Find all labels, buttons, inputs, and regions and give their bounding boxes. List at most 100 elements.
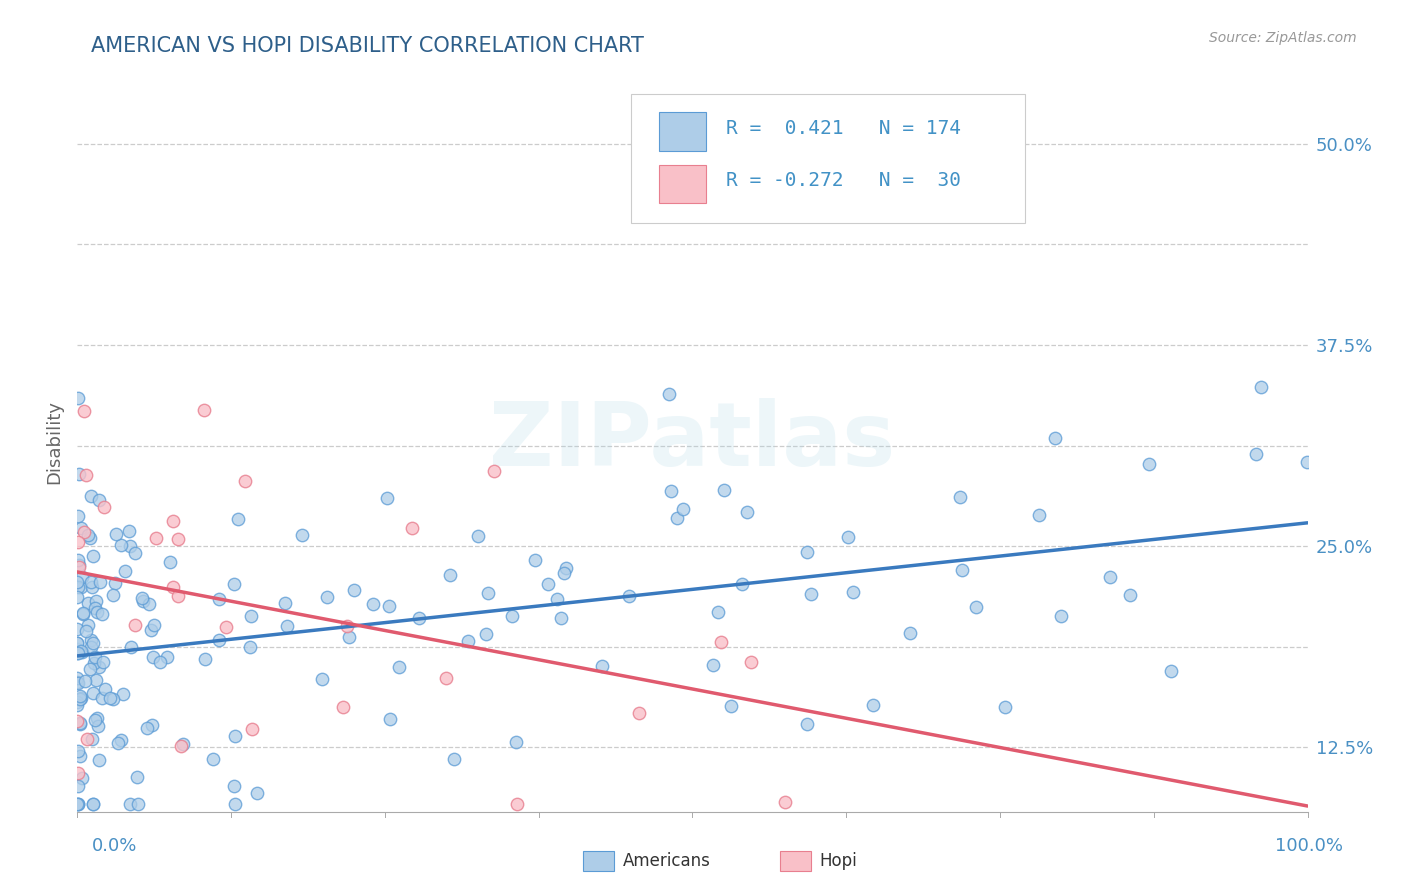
- Point: [82, 686, 104, 700]
- Point: [80, 732, 103, 747]
- Point: [69, 689, 91, 703]
- Point: [208, 592, 231, 607]
- Point: [201, 752, 224, 766]
- Point: [87, 492, 110, 507]
- Point: [291, 528, 314, 542]
- Point: [239, 640, 262, 655]
- Point: [842, 584, 865, 599]
- Point: [222, 779, 245, 793]
- Text: 0.0%: 0.0%: [91, 837, 136, 855]
- Point: [66, 671, 89, 685]
- Point: [443, 751, 465, 765]
- Point: [72, 607, 94, 621]
- Point: [79, 662, 101, 676]
- Point: [82, 580, 104, 594]
- Point: [98, 691, 121, 706]
- Text: ZIPatlas: ZIPatlas: [489, 398, 896, 485]
- Point: [537, 577, 560, 591]
- Point: [70, 521, 93, 535]
- Point: [66, 580, 89, 594]
- Point: [224, 729, 246, 743]
- Text: Americans: Americans: [623, 852, 711, 870]
- Point: [710, 635, 733, 649]
- Point: [70, 772, 93, 786]
- Point: [84, 600, 107, 615]
- Point: [862, 698, 884, 713]
- Point: [66, 636, 89, 650]
- Point: [546, 591, 568, 606]
- Point: [82, 549, 104, 563]
- Point: [66, 714, 89, 728]
- Point: [80, 640, 103, 655]
- Point: [207, 633, 229, 648]
- Point: [720, 698, 742, 713]
- Point: [194, 652, 217, 666]
- Point: [69, 715, 91, 730]
- Point: [796, 544, 818, 558]
- Point: [120, 540, 142, 554]
- Point: [66, 642, 89, 657]
- Point: [66, 590, 89, 604]
- Point: [617, 589, 640, 603]
- Point: [332, 700, 354, 714]
- Point: [70, 645, 93, 659]
- Text: 100.0%: 100.0%: [1275, 837, 1343, 855]
- Point: [82, 797, 104, 811]
- Point: [120, 640, 142, 654]
- Point: [66, 574, 89, 589]
- Point: [125, 771, 148, 785]
- Point: [66, 647, 89, 661]
- Point: [550, 611, 572, 625]
- Point: [1160, 664, 1182, 678]
- Point: [69, 748, 91, 763]
- Point: [224, 797, 246, 811]
- Point: [66, 797, 89, 811]
- FancyBboxPatch shape: [631, 94, 1025, 223]
- Text: Hopi: Hopi: [820, 852, 858, 870]
- Point: [72, 607, 94, 621]
- Point: [118, 524, 141, 538]
- Point: [553, 566, 575, 580]
- Point: [66, 509, 89, 524]
- Point: [731, 576, 754, 591]
- Point: [246, 786, 269, 800]
- Point: [159, 555, 181, 569]
- Point: [149, 655, 172, 669]
- Point: [388, 660, 411, 674]
- Point: [627, 706, 650, 720]
- Point: [659, 484, 682, 499]
- Point: [84, 673, 107, 688]
- Point: [1296, 455, 1319, 469]
- Point: [591, 659, 613, 673]
- Point: [67, 467, 90, 482]
- Point: [658, 387, 681, 401]
- Point: [66, 636, 89, 650]
- Point: [86, 605, 108, 619]
- Point: [170, 739, 193, 753]
- Point: [66, 534, 89, 549]
- Point: [523, 553, 546, 567]
- Point: [67, 744, 90, 758]
- Point: [75, 673, 97, 688]
- Point: [337, 631, 360, 645]
- Point: [457, 634, 479, 648]
- Point: [162, 514, 184, 528]
- Point: [994, 700, 1017, 714]
- Point: [110, 733, 132, 747]
- Point: [215, 620, 238, 634]
- Point: [773, 795, 796, 809]
- Point: [84, 649, 107, 664]
- Point: [120, 797, 142, 811]
- Point: [837, 530, 859, 544]
- Point: [336, 619, 359, 633]
- Point: [965, 600, 987, 615]
- Point: [66, 797, 89, 811]
- Point: [67, 553, 90, 567]
- Point: [800, 587, 823, 601]
- Text: R =  0.421   N = 174: R = 0.421 N = 174: [725, 120, 960, 138]
- Point: [101, 588, 124, 602]
- Point: [898, 625, 921, 640]
- Point: [76, 731, 98, 746]
- Point: [796, 717, 818, 731]
- Point: [82, 636, 104, 650]
